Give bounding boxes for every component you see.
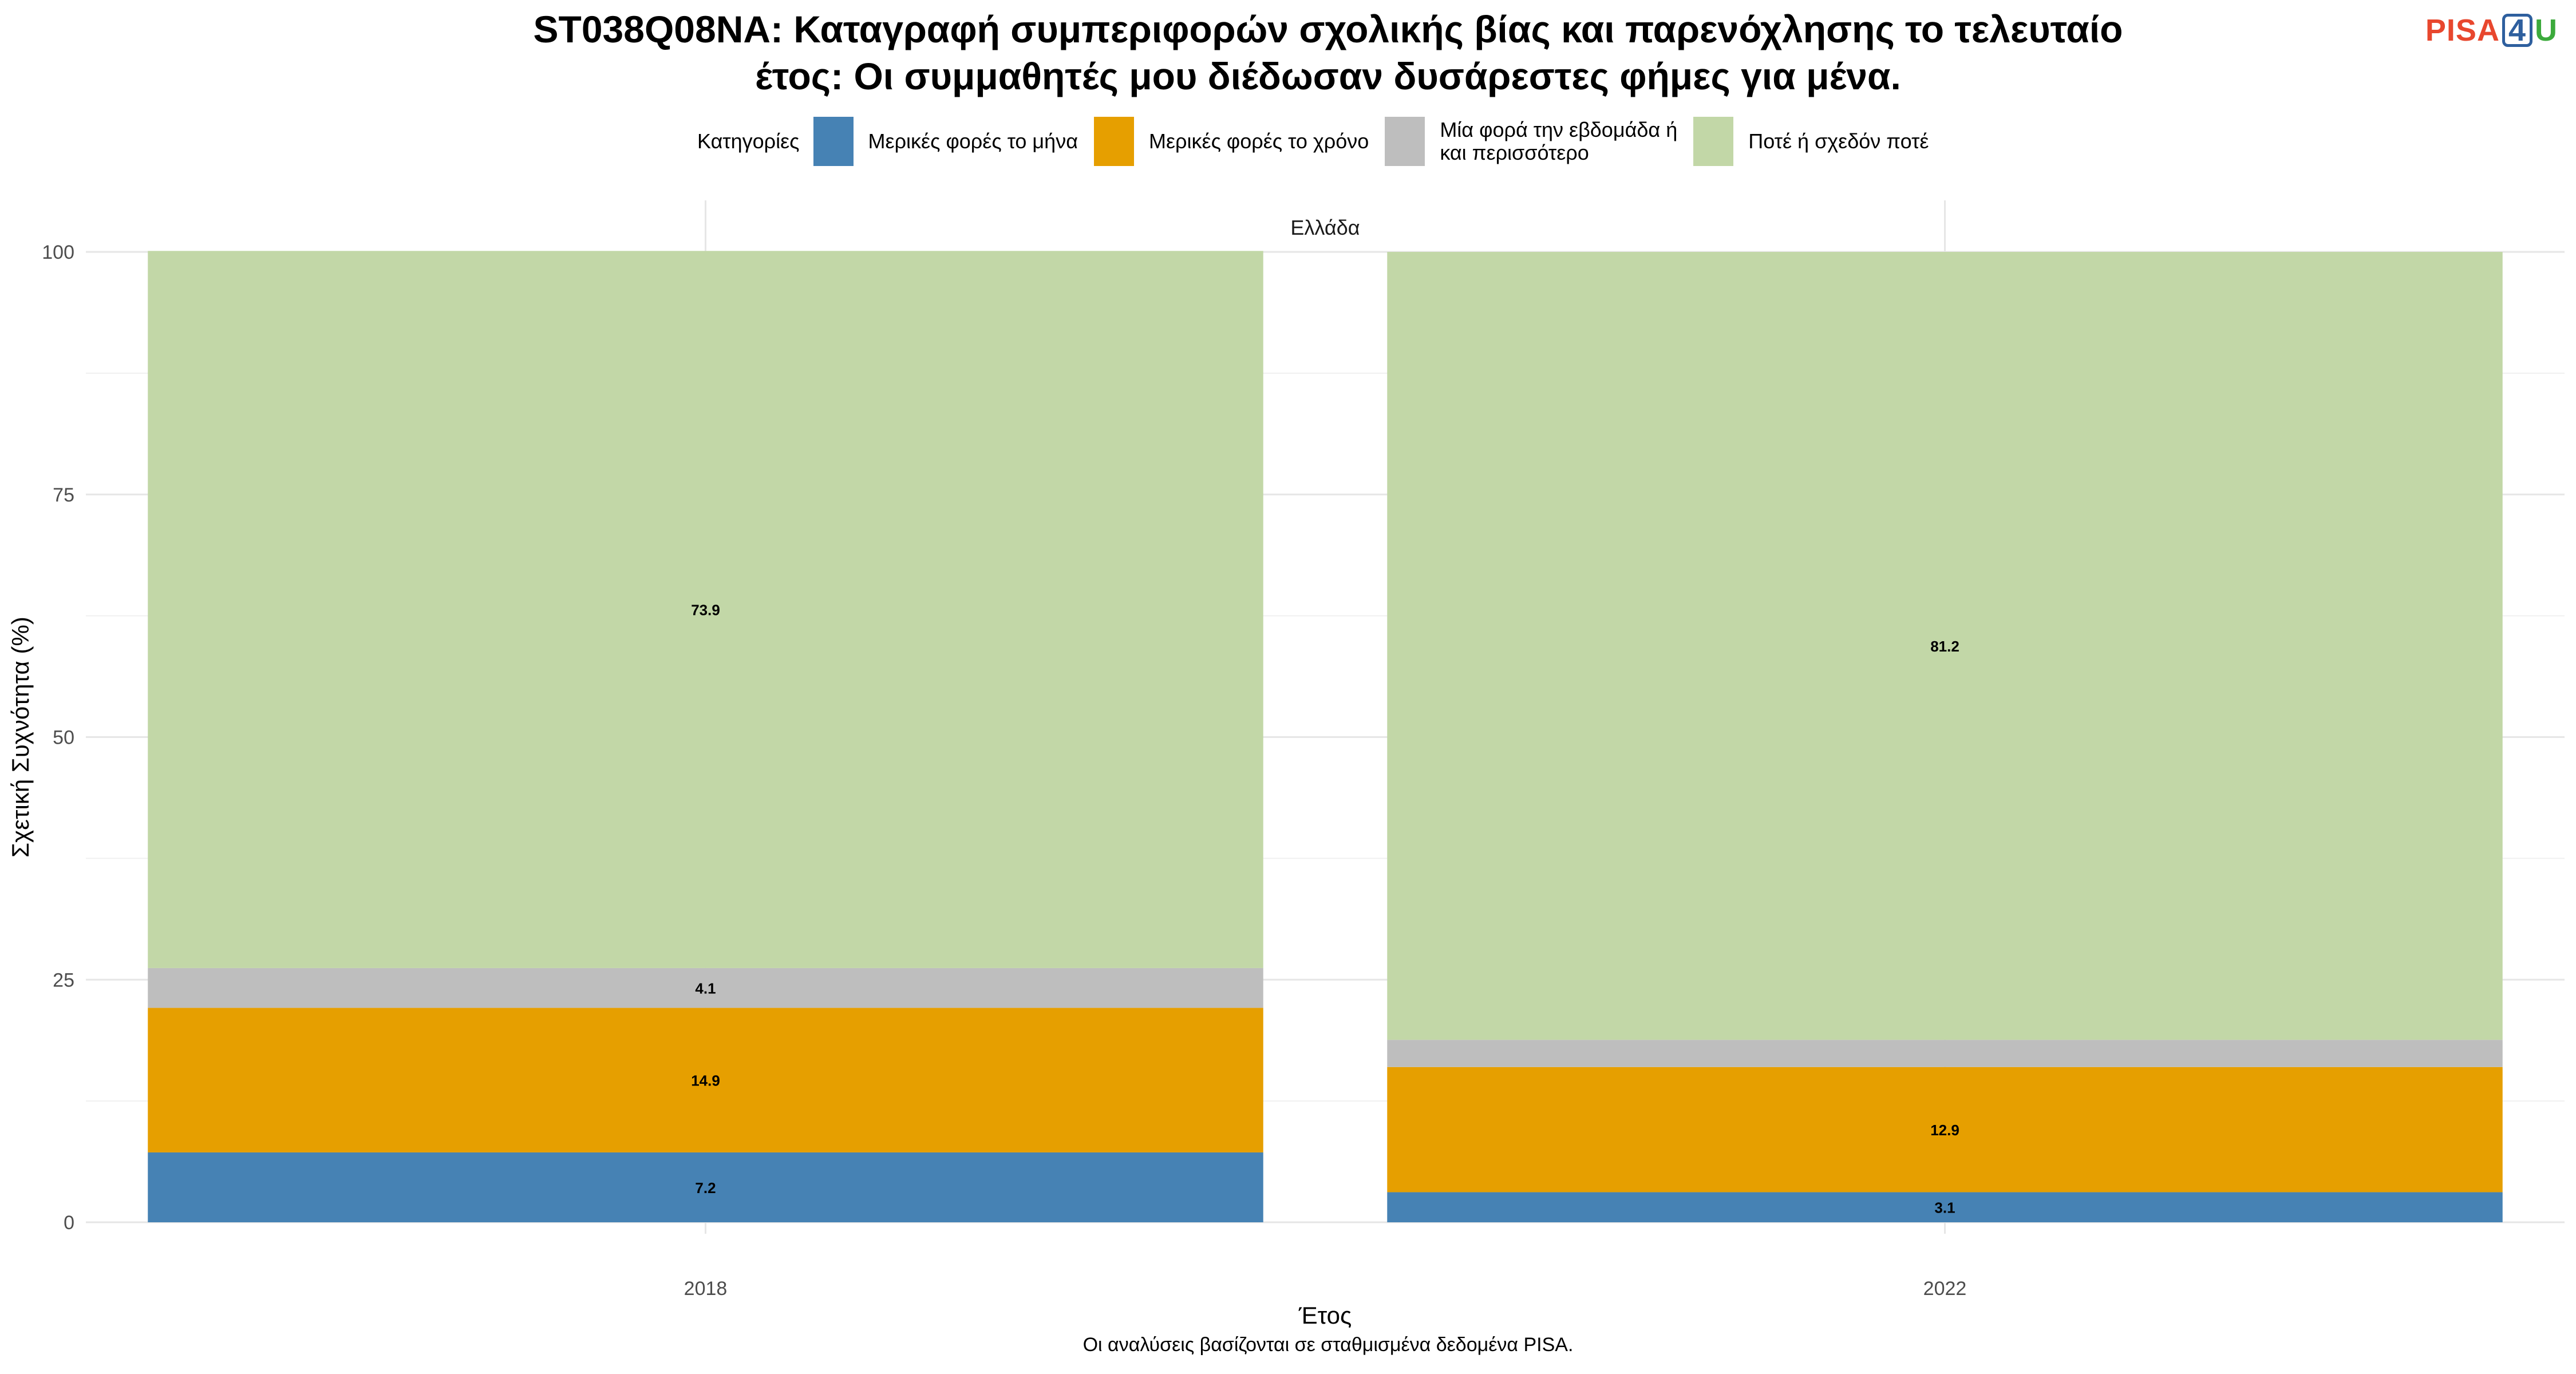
chart-caption: Οι αναλύσεις βασίζονται σε σταθμισμένα δ…	[1082, 1334, 1574, 1356]
y-tick-label: 50	[53, 727, 74, 749]
bar-segment	[148, 968, 1263, 1008]
bar-segment	[148, 1008, 1263, 1152]
legend-swatch	[813, 117, 854, 166]
bar-segment	[1387, 1067, 2503, 1193]
data-label: 4.1	[695, 980, 716, 997]
legend-label: Μία φορά την εβδομάδα ή και περισσότερο	[1440, 118, 1678, 164]
data-label: 3.1	[1934, 1199, 1955, 1217]
legend-label: Μερικές φορές το μήνα	[868, 129, 1078, 153]
data-label: 73.9	[691, 602, 720, 619]
logo-text-four: 4	[2502, 14, 2532, 47]
logo-text-u: U	[2535, 13, 2558, 48]
x-tick-label: 2018	[684, 1278, 728, 1300]
bar-segment	[1387, 252, 2503, 1040]
y-tick-label: 0	[64, 1212, 74, 1234]
y-tick-label: 100	[42, 242, 74, 263]
legend-item: Μερικές φορές το χρόνο	[1094, 117, 1369, 166]
bar-segment	[148, 1152, 1263, 1222]
legend-item: Μερικές φορές το μήνα	[813, 117, 1078, 166]
bar-segment	[148, 251, 1263, 968]
legend-swatch	[1094, 117, 1134, 166]
facet-label: Ελλάδα	[1290, 216, 1360, 239]
legend-swatch	[1693, 117, 1734, 166]
legend-items: Μερικές φορές το μήνα Μερικές φορές το χρ…	[813, 117, 1945, 166]
y-tick-label: 25	[53, 969, 74, 991]
legend-label: Ποτέ ή σχεδόν ποτέ	[1748, 129, 1929, 153]
legend-item: Μία φορά την εβδομάδα ή και περισσότερο	[1385, 117, 1677, 166]
data-label: 7.2	[695, 1179, 716, 1197]
y-tick-label: 75	[53, 484, 74, 506]
stacked-bar-chart: 0 25 50 75 100 7.2 14.9 4.1 73.9 2018 3.1 12.9 81.2 2…	[7, 200, 2565, 1329]
bar-segment	[1387, 1040, 2503, 1067]
chart-legend: Κατηγορίες Μερικές φορές το μήνα Μερικές …	[697, 116, 1945, 167]
pisa4u-logo: PISA 4 U	[2425, 13, 2558, 48]
legend-title: Κατηγορίες	[697, 129, 800, 153]
legend-item: Ποτέ ή σχεδόν ποτέ	[1693, 117, 1929, 166]
x-tick-label: 2022	[1923, 1278, 1967, 1300]
chart-title: ST038Q08NA: Καταγραφή συμπεριφορών σχολι…	[0, 6, 2576, 100]
chart-title-line-1: ST038Q08NA: Καταγραφή συμπεριφορών σχολι…	[533, 8, 2123, 50]
chart-title-line-2: έτος: Οι συμμαθητές μου διέδωσαν δυσάρεσ…	[755, 55, 1901, 97]
y-axis-title: Σχετική Συχνότητα (%)	[7, 617, 34, 858]
legend-label: Μερικές φορές το χρόνο	[1149, 129, 1369, 153]
bar-segment	[1387, 1192, 2503, 1222]
data-label: 14.9	[691, 1072, 720, 1089]
logo-text-pisa: PISA	[2425, 13, 2500, 48]
x-axis-title: Έτος	[1298, 1302, 1352, 1329]
legend-swatch	[1385, 117, 1425, 166]
data-label: 12.9	[1930, 1122, 1959, 1139]
data-label: 81.2	[1930, 638, 1959, 655]
